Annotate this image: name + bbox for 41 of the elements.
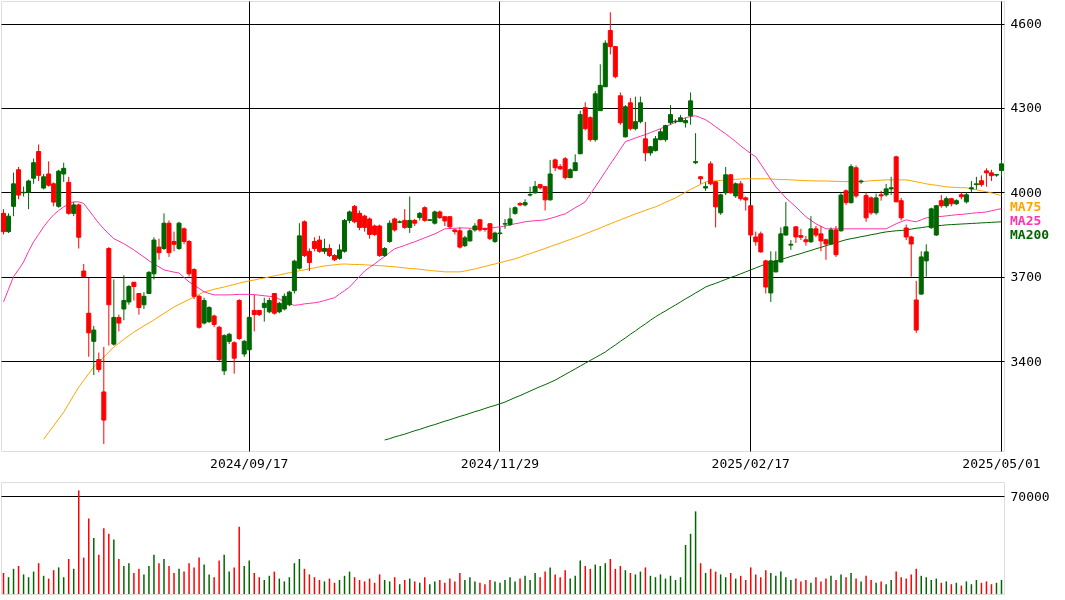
y-tick-label: 70000 [1010, 488, 1050, 504]
candlestick [808, 215, 814, 244]
candlestick [91, 325, 97, 376]
candlestick [271, 293, 277, 316]
candlestick [96, 352, 102, 373]
candlestick [1, 208, 7, 235]
x-tick-label: 2024/11/29 [460, 455, 540, 471]
candlestick [688, 91, 694, 126]
candlestick [231, 340, 237, 375]
candlestick [156, 238, 162, 261]
candlestick [36, 143, 42, 182]
candlestick [116, 314, 122, 332]
candlestick [86, 277, 92, 358]
y-tick-label: 3700 [1010, 269, 1042, 285]
series-label: MA25 [1010, 213, 1042, 228]
y-tick-label: 4300 [1010, 100, 1042, 116]
candlestick [407, 195, 413, 234]
candlestick [858, 179, 864, 185]
candlestick [352, 204, 358, 224]
candlestick [562, 156, 568, 181]
candlestick [863, 191, 869, 223]
series-label: MA200 [1010, 227, 1050, 242]
x-tick-label: 2025/05/01 [962, 455, 1041, 471]
candlestick [387, 219, 393, 244]
candlestick [11, 172, 17, 217]
candlestick [402, 208, 408, 230]
candlestick [873, 193, 879, 216]
candlestick [738, 180, 744, 202]
series-label: MA75 [1010, 199, 1042, 214]
candlestick [642, 121, 648, 162]
candlestick [723, 166, 729, 196]
candlestick [31, 158, 37, 185]
y-tick-label: 3400 [1010, 353, 1042, 369]
candlestick [788, 239, 794, 251]
y-tick-label: 4000 [1010, 184, 1042, 200]
candlestick [878, 190, 884, 202]
candlestick [6, 212, 12, 234]
y-tick-label: 4600 [1010, 16, 1042, 31]
x-tick-label: 2025/02/17 [711, 455, 790, 471]
x-tick-label: 2024/09/17 [210, 455, 289, 471]
candlestick [693, 132, 699, 165]
